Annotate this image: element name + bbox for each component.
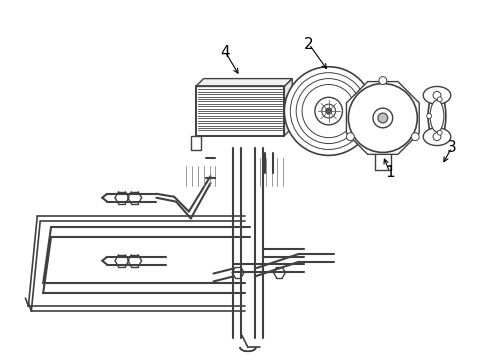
Circle shape <box>321 104 335 118</box>
Circle shape <box>410 133 418 141</box>
Circle shape <box>378 77 386 85</box>
Circle shape <box>432 133 440 141</box>
Polygon shape <box>195 78 292 86</box>
Circle shape <box>426 113 431 118</box>
Text: 3: 3 <box>446 140 456 155</box>
Ellipse shape <box>422 128 450 145</box>
Circle shape <box>436 130 441 135</box>
Polygon shape <box>190 136 200 150</box>
Circle shape <box>346 133 354 141</box>
Circle shape <box>432 91 440 99</box>
Circle shape <box>377 113 387 123</box>
Ellipse shape <box>427 90 445 141</box>
Text: 2: 2 <box>304 37 313 51</box>
Circle shape <box>314 97 342 125</box>
Circle shape <box>347 84 416 152</box>
Circle shape <box>288 111 296 119</box>
Circle shape <box>325 108 331 114</box>
Text: 1: 1 <box>384 165 394 180</box>
Circle shape <box>436 97 441 102</box>
Circle shape <box>284 67 372 156</box>
Text: 4: 4 <box>220 45 230 59</box>
Polygon shape <box>346 82 418 154</box>
Circle shape <box>372 108 392 128</box>
Ellipse shape <box>422 86 450 104</box>
Polygon shape <box>284 78 292 136</box>
Circle shape <box>288 102 296 110</box>
Polygon shape <box>195 86 284 136</box>
Polygon shape <box>284 98 299 123</box>
Ellipse shape <box>429 100 443 132</box>
